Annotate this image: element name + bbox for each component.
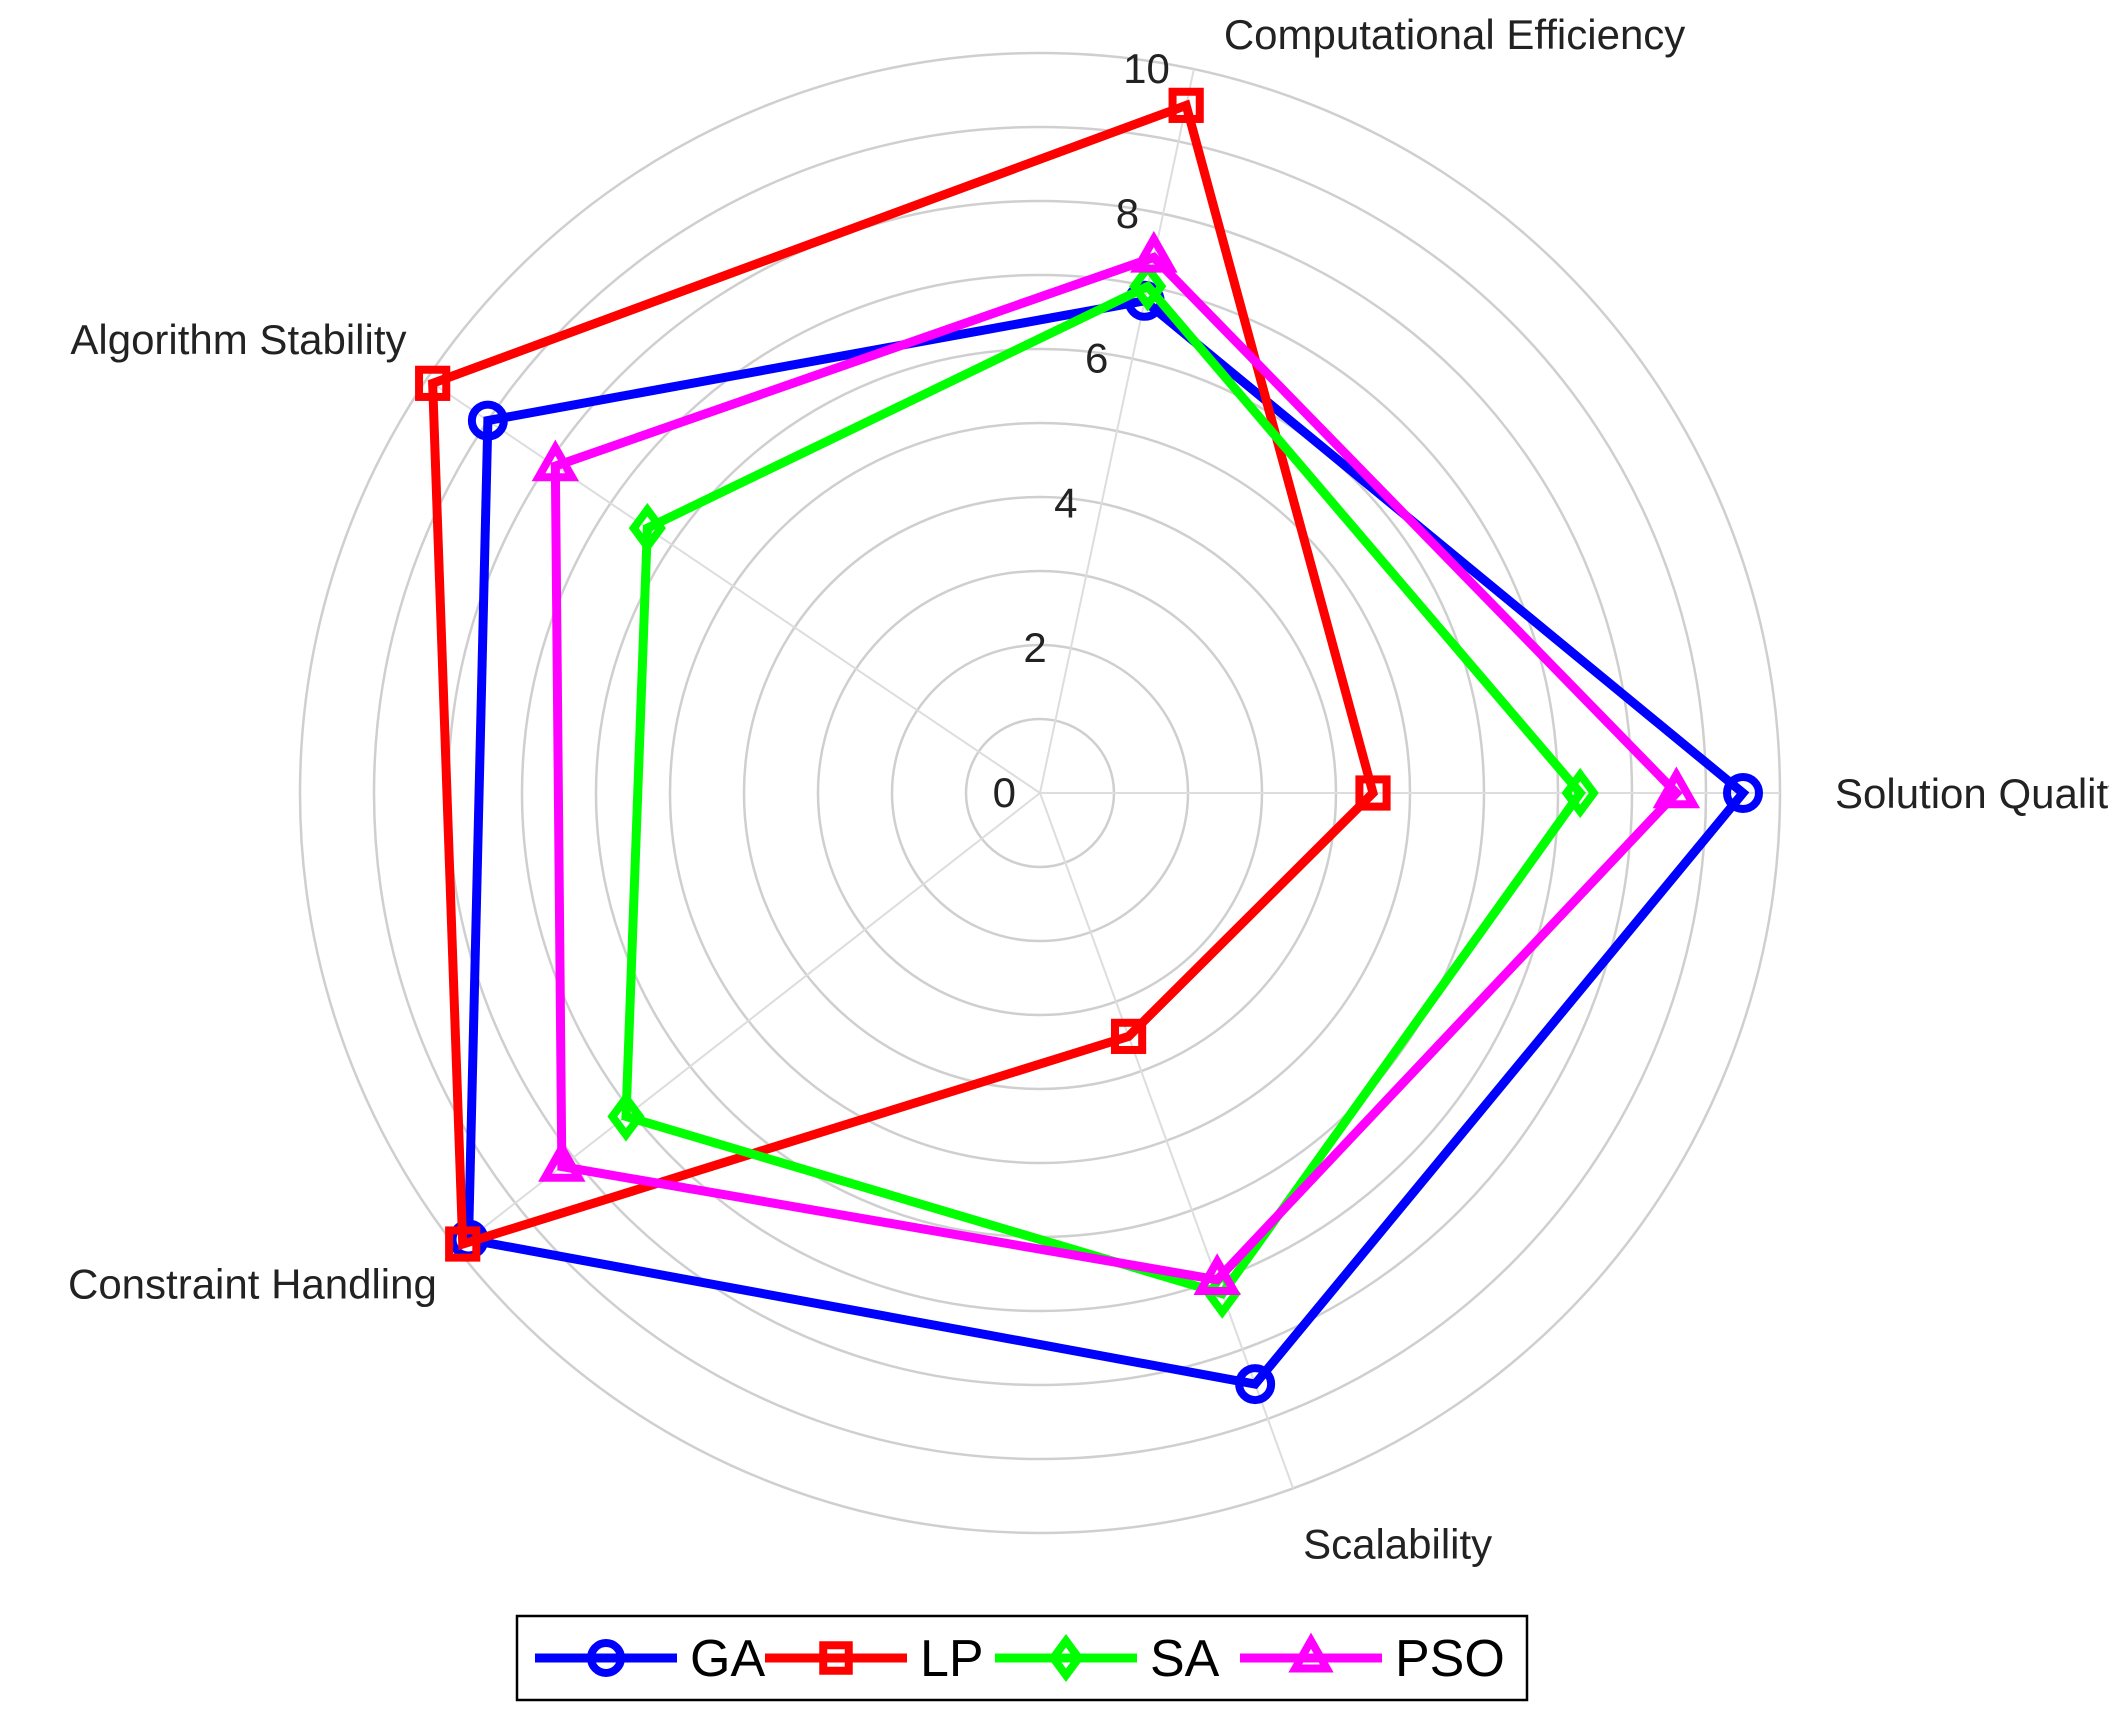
legend-entry-ga: GA [535, 1630, 765, 1688]
legend-entry-sa: SA [995, 1630, 1220, 1688]
series-line [550, 252, 1683, 1285]
data-point-marker [445, 1226, 481, 1262]
data-point-marker [628, 503, 666, 554]
legend-label: PSO [1395, 1630, 1505, 1688]
data-point-marker [587, 1639, 625, 1677]
grid-spoke [456, 792, 1041, 1250]
data-point-marker [415, 365, 451, 401]
tick-label: 4 [1054, 479, 1077, 526]
tick-label: 0 [993, 769, 1016, 816]
axis-label: Constraint Handling [68, 1261, 437, 1308]
tick-label: 8 [1116, 190, 1139, 237]
data-point-marker [1130, 230, 1178, 273]
data-point-marker [1129, 261, 1167, 312]
axis-labels: Solution Quality Computational Efficiency… [68, 11, 2109, 1567]
data-series [415, 87, 1763, 1405]
radial-tick-labels: 0 2 4 6 8 10 [993, 45, 1170, 816]
data-point-marker [1652, 766, 1701, 809]
legend-label: SA [1150, 1630, 1220, 1688]
data-point-marker [1235, 1364, 1276, 1405]
data-point-marker [607, 1091, 645, 1142]
legend-entry-pso: PSO [1240, 1630, 1505, 1688]
data-point-marker [538, 1140, 586, 1182]
data-point-marker [1168, 87, 1204, 123]
series-pso [531, 230, 1701, 1295]
data-point-marker [531, 439, 580, 482]
data-point-marker [1723, 773, 1763, 813]
series-line [621, 280, 1586, 1299]
tick-label: 10 [1123, 45, 1170, 92]
axis-label: Solution Quality [1835, 770, 2109, 817]
grid-spoke [425, 378, 1041, 794]
data-point-marker [1355, 775, 1391, 811]
data-point-marker [1048, 1634, 1084, 1682]
data-point-marker [1110, 1018, 1147, 1054]
legend-entry-lp: LP [765, 1630, 984, 1688]
axis-label: Computational Efficiency [1224, 11, 1685, 58]
data-point-marker [1193, 1253, 1241, 1295]
data-point-marker [1288, 1632, 1334, 1673]
data-point-marker [467, 400, 508, 441]
axis-label: Scalability [1303, 1520, 1492, 1567]
series-lp [415, 87, 1391, 1262]
legend-label: LP [920, 1630, 984, 1688]
tick-label: 2 [1023, 624, 1046, 671]
series-line [463, 295, 1750, 1389]
legend-label: GA [690, 1630, 765, 1688]
axis-label: Algorithm Stability [70, 316, 406, 363]
series-line [428, 99, 1379, 1251]
data-point-marker [819, 1641, 853, 1675]
data-point-marker [1561, 767, 1599, 819]
legend: GA LP SA PSO [515, 1614, 1529, 1702]
polar-grid [298, 51, 1782, 1535]
grid-spoke [1039, 68, 1195, 794]
tick-label: 6 [1085, 335, 1108, 382]
